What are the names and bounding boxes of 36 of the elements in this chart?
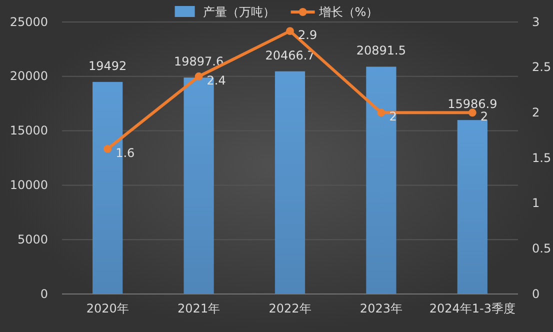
bar — [366, 66, 396, 294]
bar — [457, 120, 488, 294]
point — [286, 27, 294, 36]
data-label: 20466.7 — [265, 48, 315, 62]
y-tick-label: 5000 — [17, 232, 48, 246]
point — [104, 144, 112, 153]
y-tick-label: 10000 — [10, 178, 48, 192]
point — [377, 108, 386, 117]
y2-tick-label: 1 — [532, 196, 540, 210]
y2-tick-label: 2 — [532, 106, 540, 120]
data-label: 2 — [389, 110, 397, 124]
x-tick-label: 2024年1-3季度 — [429, 302, 516, 316]
bar — [274, 71, 306, 294]
x-tick-label: 2022年 — [268, 302, 312, 316]
y2-tick-label: 2.5 — [532, 60, 552, 74]
point — [194, 72, 203, 80]
x-tick-label: 2023年 — [360, 302, 402, 316]
data-label: 2 — [480, 110, 488, 124]
y2-tick-label: 0 — [532, 286, 540, 301]
data-label: 19492 — [88, 58, 127, 73]
x-tick-label: 2020年 — [86, 302, 129, 316]
y-tick-label: 25000 — [10, 14, 48, 29]
legend-label: 增长（%） — [318, 5, 378, 19]
y-tick-label: 15000 — [10, 124, 48, 138]
y-tick-label: 20000 — [10, 69, 48, 84]
y2-tick-label: 1.5 — [532, 150, 552, 165]
x-tick-label: 2021年 — [178, 302, 220, 316]
data-label: 19897.6 — [174, 54, 224, 69]
data-label: 15986.9 — [448, 97, 498, 112]
y-tick-label: 0 — [40, 286, 48, 301]
data-label: 20891.5 — [356, 44, 406, 58]
legend-label: 产量（万吨） — [202, 5, 275, 19]
y2-tick-label: 3 — [532, 14, 540, 29]
y2-tick-label: 0.5 — [532, 242, 552, 256]
point — [468, 108, 476, 117]
data-label: 2.9 — [298, 28, 318, 42]
